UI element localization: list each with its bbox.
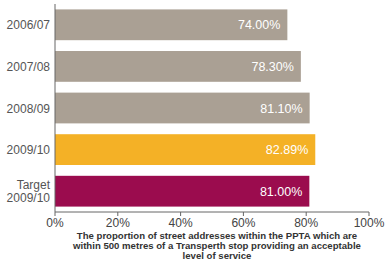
data-label: 78.30% (251, 60, 293, 74)
bar (55, 9, 287, 40)
category-label: 2008/09 (7, 102, 51, 116)
data-label: 81.10% (260, 102, 302, 116)
category-label: Target2009/10 (7, 178, 51, 205)
x-tick-label: 80% (294, 216, 318, 230)
bars (55, 9, 315, 206)
chart: 74.00% 78.30% 81.10% 82.89% 81.00% 2006/07 200… (0, 0, 392, 262)
category-label-line: Target (17, 178, 51, 192)
x-tick-label: 60% (231, 216, 255, 230)
category-label: 2007/08 (7, 60, 51, 74)
category-label-line: 2009/10 (7, 143, 51, 157)
data-label: 81.00% (260, 185, 302, 199)
bar (55, 134, 315, 165)
data-label: 82.89% (266, 143, 308, 157)
category-label-line: 2006/07 (7, 18, 51, 32)
x-tick-label: 0% (46, 216, 64, 230)
x-tick-label: 40% (169, 216, 193, 230)
x-tick-label: 100% (354, 216, 385, 230)
category-label: 2009/10 (7, 143, 51, 157)
category-label: 2006/07 (7, 18, 51, 32)
data-label: 74.00% (238, 18, 280, 32)
category-label-line: 2008/09 (7, 102, 51, 116)
bar (55, 93, 310, 124)
category-label-line: 2007/08 (7, 60, 51, 74)
y-axis-line (55, 4, 56, 212)
x-tick-label: 20% (106, 216, 130, 230)
x-axis-label-line: level of service (183, 250, 252, 261)
bar (55, 51, 301, 82)
chart-container: 74.00% 78.30% 81.10% 82.89% 81.00% 2006/07 200… (0, 0, 392, 262)
x-axis-label: The proportion of street addresses withi… (72, 230, 361, 261)
category-label-line: 2009/10 (7, 191, 51, 205)
x-axis-line (55, 212, 369, 213)
bar (55, 176, 309, 207)
